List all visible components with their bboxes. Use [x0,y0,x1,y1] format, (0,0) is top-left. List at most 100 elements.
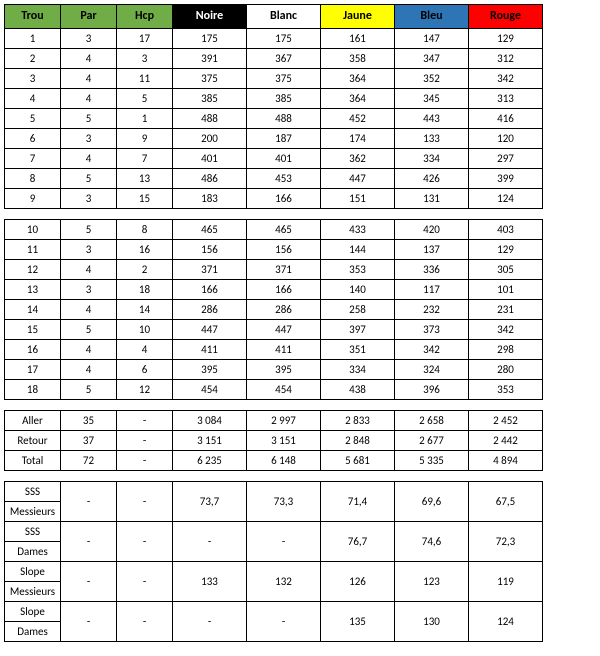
table-row: 1242371371353336305 [5,260,597,280]
cell: 6 148 [247,451,321,471]
rating-value: 132 [247,562,321,602]
cell: 2 997 [247,411,321,431]
cell: 137 [395,240,469,260]
table-row: 747401401362334297 [5,149,597,169]
cell: 411 [173,340,247,360]
cell: 14 [117,300,173,320]
cell: 454 [247,380,321,400]
cell: 15 [117,189,173,209]
cell: 353 [321,260,395,280]
cell: 12 [5,260,61,280]
cell: 401 [173,149,247,169]
cell: 3 151 [173,431,247,451]
cell: 4 [61,260,117,280]
cell: 312 [469,49,543,69]
cell: 4 894 [469,451,543,471]
col-header-rouge: Rouge [469,5,543,29]
cell: Aller [5,411,61,431]
cell: 175 [247,29,321,49]
cell: 342 [469,69,543,89]
cell: 11 [5,240,61,260]
cell: 101 [469,280,543,300]
cell: 367 [247,49,321,69]
cell: Retour [5,431,61,451]
table-row: 14414286286258232231 [5,300,597,320]
cell: 3 [117,49,173,69]
cell: 9 [5,189,61,209]
cell: 4 [61,360,117,380]
cell: 416 [469,109,543,129]
cell: 362 [321,149,395,169]
cell: 399 [469,169,543,189]
cell: 37 [61,431,117,451]
scorecard-front9: TrouParHcpNoireBlancJauneBleuRouge131717… [4,4,597,209]
cell: 140 [321,280,395,300]
cell: 2 677 [395,431,469,451]
cell: 286 [247,300,321,320]
cell: 12 [117,380,173,400]
cell: 258 [321,300,395,320]
table-row: Aller35-3 0842 9972 8332 6582 452 [5,411,597,431]
table-row: 8513486453447426399 [5,169,597,189]
cell: 3 [61,129,117,149]
table-row: 18512454454438396353 [5,380,597,400]
cell: 6 235 [173,451,247,471]
rating-value: 119 [469,562,543,602]
table-row: 1644411411351342298 [5,340,597,360]
cell: 17 [117,29,173,49]
cell: 18 [5,380,61,400]
cell: 5 [61,169,117,189]
cell: 4 [61,89,117,109]
cell: - [117,451,173,471]
cell: 11 [117,69,173,89]
cell: - [117,411,173,431]
rating-value: 124 [469,602,543,642]
table-row: 13318166166140117101 [5,280,597,300]
cell: 5 [5,109,61,129]
cell: 305 [469,260,543,280]
table-row: 11316156156144137129 [5,240,597,260]
rating-row: Slope----135130124 [5,602,597,622]
cell: 465 [247,220,321,240]
rating-label: Dames [5,542,61,562]
cell: 5 [61,109,117,129]
cell: 2 833 [321,411,395,431]
cell: 144 [321,240,395,260]
cell: 364 [321,69,395,89]
cell: 297 [469,149,543,169]
cell: 5 335 [395,451,469,471]
cell: 2 442 [469,431,543,451]
cell: 3 [61,29,117,49]
rating-par: - [61,602,117,642]
cell: 447 [321,169,395,189]
cell: 18 [117,280,173,300]
rating-hcp: - [117,522,173,562]
rating-value: 72,3 [469,522,543,562]
cell: 2 658 [395,411,469,431]
cell: 298 [469,340,543,360]
cell: 353 [469,380,543,400]
cell: 156 [247,240,321,260]
rating-value: 126 [321,562,395,602]
cell: 347 [395,49,469,69]
cell: 280 [469,360,543,380]
rating-row: SSS----76,774,672,3 [5,522,597,542]
cell: 35 [61,411,117,431]
cell: 3 084 [173,411,247,431]
cell: 396 [395,380,469,400]
cell: 336 [395,260,469,280]
rating-hcp: - [117,482,173,522]
cell: 3 [5,69,61,89]
cell: 129 [469,240,543,260]
cell: 200 [173,129,247,149]
cell: 6 [5,129,61,149]
cell: 385 [173,89,247,109]
cell: 4 [61,149,117,169]
rating-label: Dames [5,622,61,642]
cell: 375 [247,69,321,89]
cell: 6 [117,360,173,380]
cell: 403 [469,220,543,240]
cell: 420 [395,220,469,240]
rating-value: - [173,522,247,562]
cell: 488 [247,109,321,129]
